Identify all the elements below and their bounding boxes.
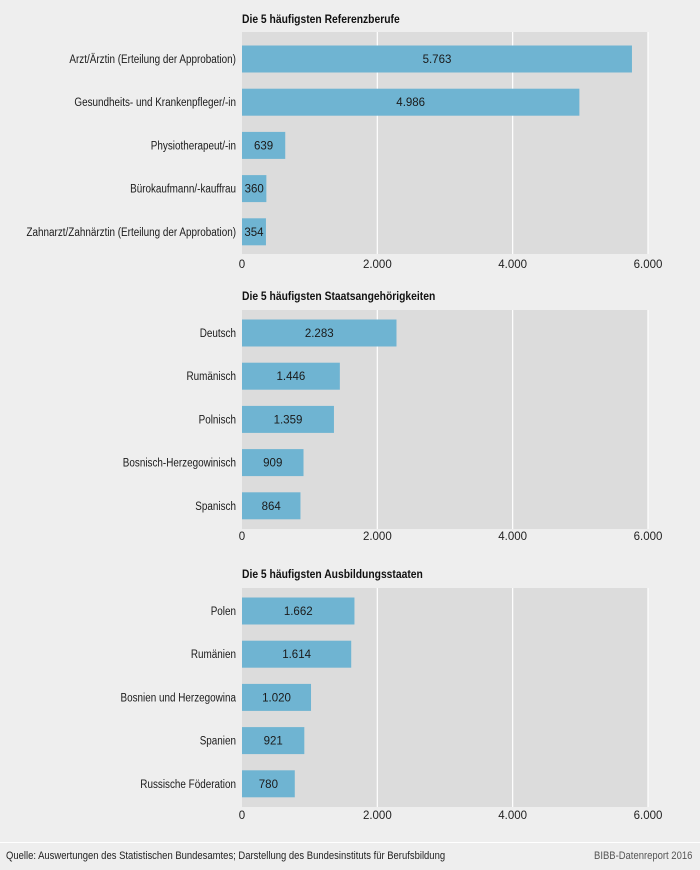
- x-tick-label: 6.000: [634, 810, 663, 822]
- bar: [242, 45, 632, 73]
- bar: [242, 597, 355, 625]
- x-tick-label: 2.000: [363, 531, 392, 543]
- category-label: Polen: [211, 606, 236, 618]
- category-label: Bürokaufmann/-kauffrau: [130, 184, 236, 196]
- x-tick-label: 0: [239, 259, 245, 271]
- data-label: 1.614: [282, 649, 311, 661]
- data-label: 5.763: [423, 54, 452, 66]
- report-brand: BIBB-Datenreport 2016: [593, 850, 692, 862]
- data-label: 909: [263, 458, 282, 470]
- chart-title-ausbildungsstaaten: Die 5 häufigsten Ausbildungsstaaten: [242, 567, 423, 581]
- bar: [242, 175, 267, 203]
- data-label: 1.359: [274, 414, 303, 426]
- chart-staatsangehoerigkeiten: 0 2.000 4.000 6.000 Deutsch 2.283 Rumänisch 1.4…: [123, 310, 663, 543]
- data-label: 1.662: [284, 606, 313, 618]
- category-label: Gesundheits- und Krankenpfleger/-in: [74, 97, 236, 109]
- data-label: 1.020: [262, 692, 291, 704]
- data-label: 2.283: [305, 328, 334, 340]
- category-label: Rumänien: [191, 649, 236, 661]
- category-label: Spanien: [200, 736, 236, 748]
- category-label: Bosnien und Herzegowina: [121, 692, 237, 704]
- bar: [242, 683, 312, 711]
- bar: [242, 218, 266, 246]
- data-label: 360: [245, 184, 264, 196]
- x-tick-label: 0: [239, 531, 245, 543]
- bar: [242, 449, 304, 477]
- x-tick-label: 4.000: [498, 259, 527, 271]
- footer-divider: [0, 842, 700, 843]
- bar: [242, 727, 305, 755]
- data-label: 4.986: [396, 97, 425, 109]
- x-tick-label: 4.000: [498, 531, 527, 543]
- x-tick-label: 2.000: [363, 810, 392, 822]
- category-label: Arzt/Ärztin (Erteilung der Approbation): [69, 54, 236, 66]
- data-label: 1.446: [277, 371, 306, 383]
- category-label: Physiotherapeut/-in: [151, 140, 236, 152]
- category-label: Polnisch: [199, 414, 236, 426]
- x-tick-label: 0: [239, 810, 245, 822]
- bar: [242, 319, 397, 347]
- x-tick-label: 4.000: [498, 810, 527, 822]
- category-label: Russische Föderation: [140, 779, 236, 791]
- bar: [242, 640, 352, 668]
- bar: [242, 362, 340, 390]
- data-label: 354: [244, 227, 264, 239]
- bar: [242, 492, 301, 520]
- chart-title-referenzberufe: Die 5 häufigsten Referenzberufe: [242, 12, 400, 26]
- data-label: 639: [254, 140, 273, 152]
- chart-referenzberufe: 0 2.000 4.000 6.000 Arzt/Ärztin (Erteilung d…: [27, 32, 663, 271]
- bar: [242, 131, 286, 159]
- chart-title-staatsangehoerigkeiten: Die 5 häufigsten Staatsangehörigkeiten: [242, 289, 436, 303]
- x-tick-label: 2.000: [363, 259, 392, 271]
- category-label: Zahnarzt/Zahnärztin (Erteilung der Appro…: [27, 227, 237, 239]
- x-tick-label: 6.000: [634, 531, 663, 543]
- x-tick-label: 6.000: [634, 259, 663, 271]
- bar: [242, 88, 580, 116]
- source-note: Quelle: Auswertungen des Statistischen B…: [6, 850, 446, 862]
- data-label: 864: [262, 501, 282, 513]
- category-label: Spanisch: [195, 501, 236, 513]
- chart-ausbildungsstaaten: 0 2.000 4.000 6.000 Polen 1.662 Rumänien 1.614 B…: [121, 588, 663, 822]
- category-label: Rumänisch: [187, 371, 237, 383]
- data-label: 921: [264, 736, 283, 748]
- category-label: Deutsch: [200, 328, 236, 340]
- bar: [242, 770, 295, 798]
- data-label: 780: [259, 779, 278, 791]
- category-label: Bosnisch-Herzegowinisch: [123, 458, 236, 470]
- bar: [242, 405, 334, 433]
